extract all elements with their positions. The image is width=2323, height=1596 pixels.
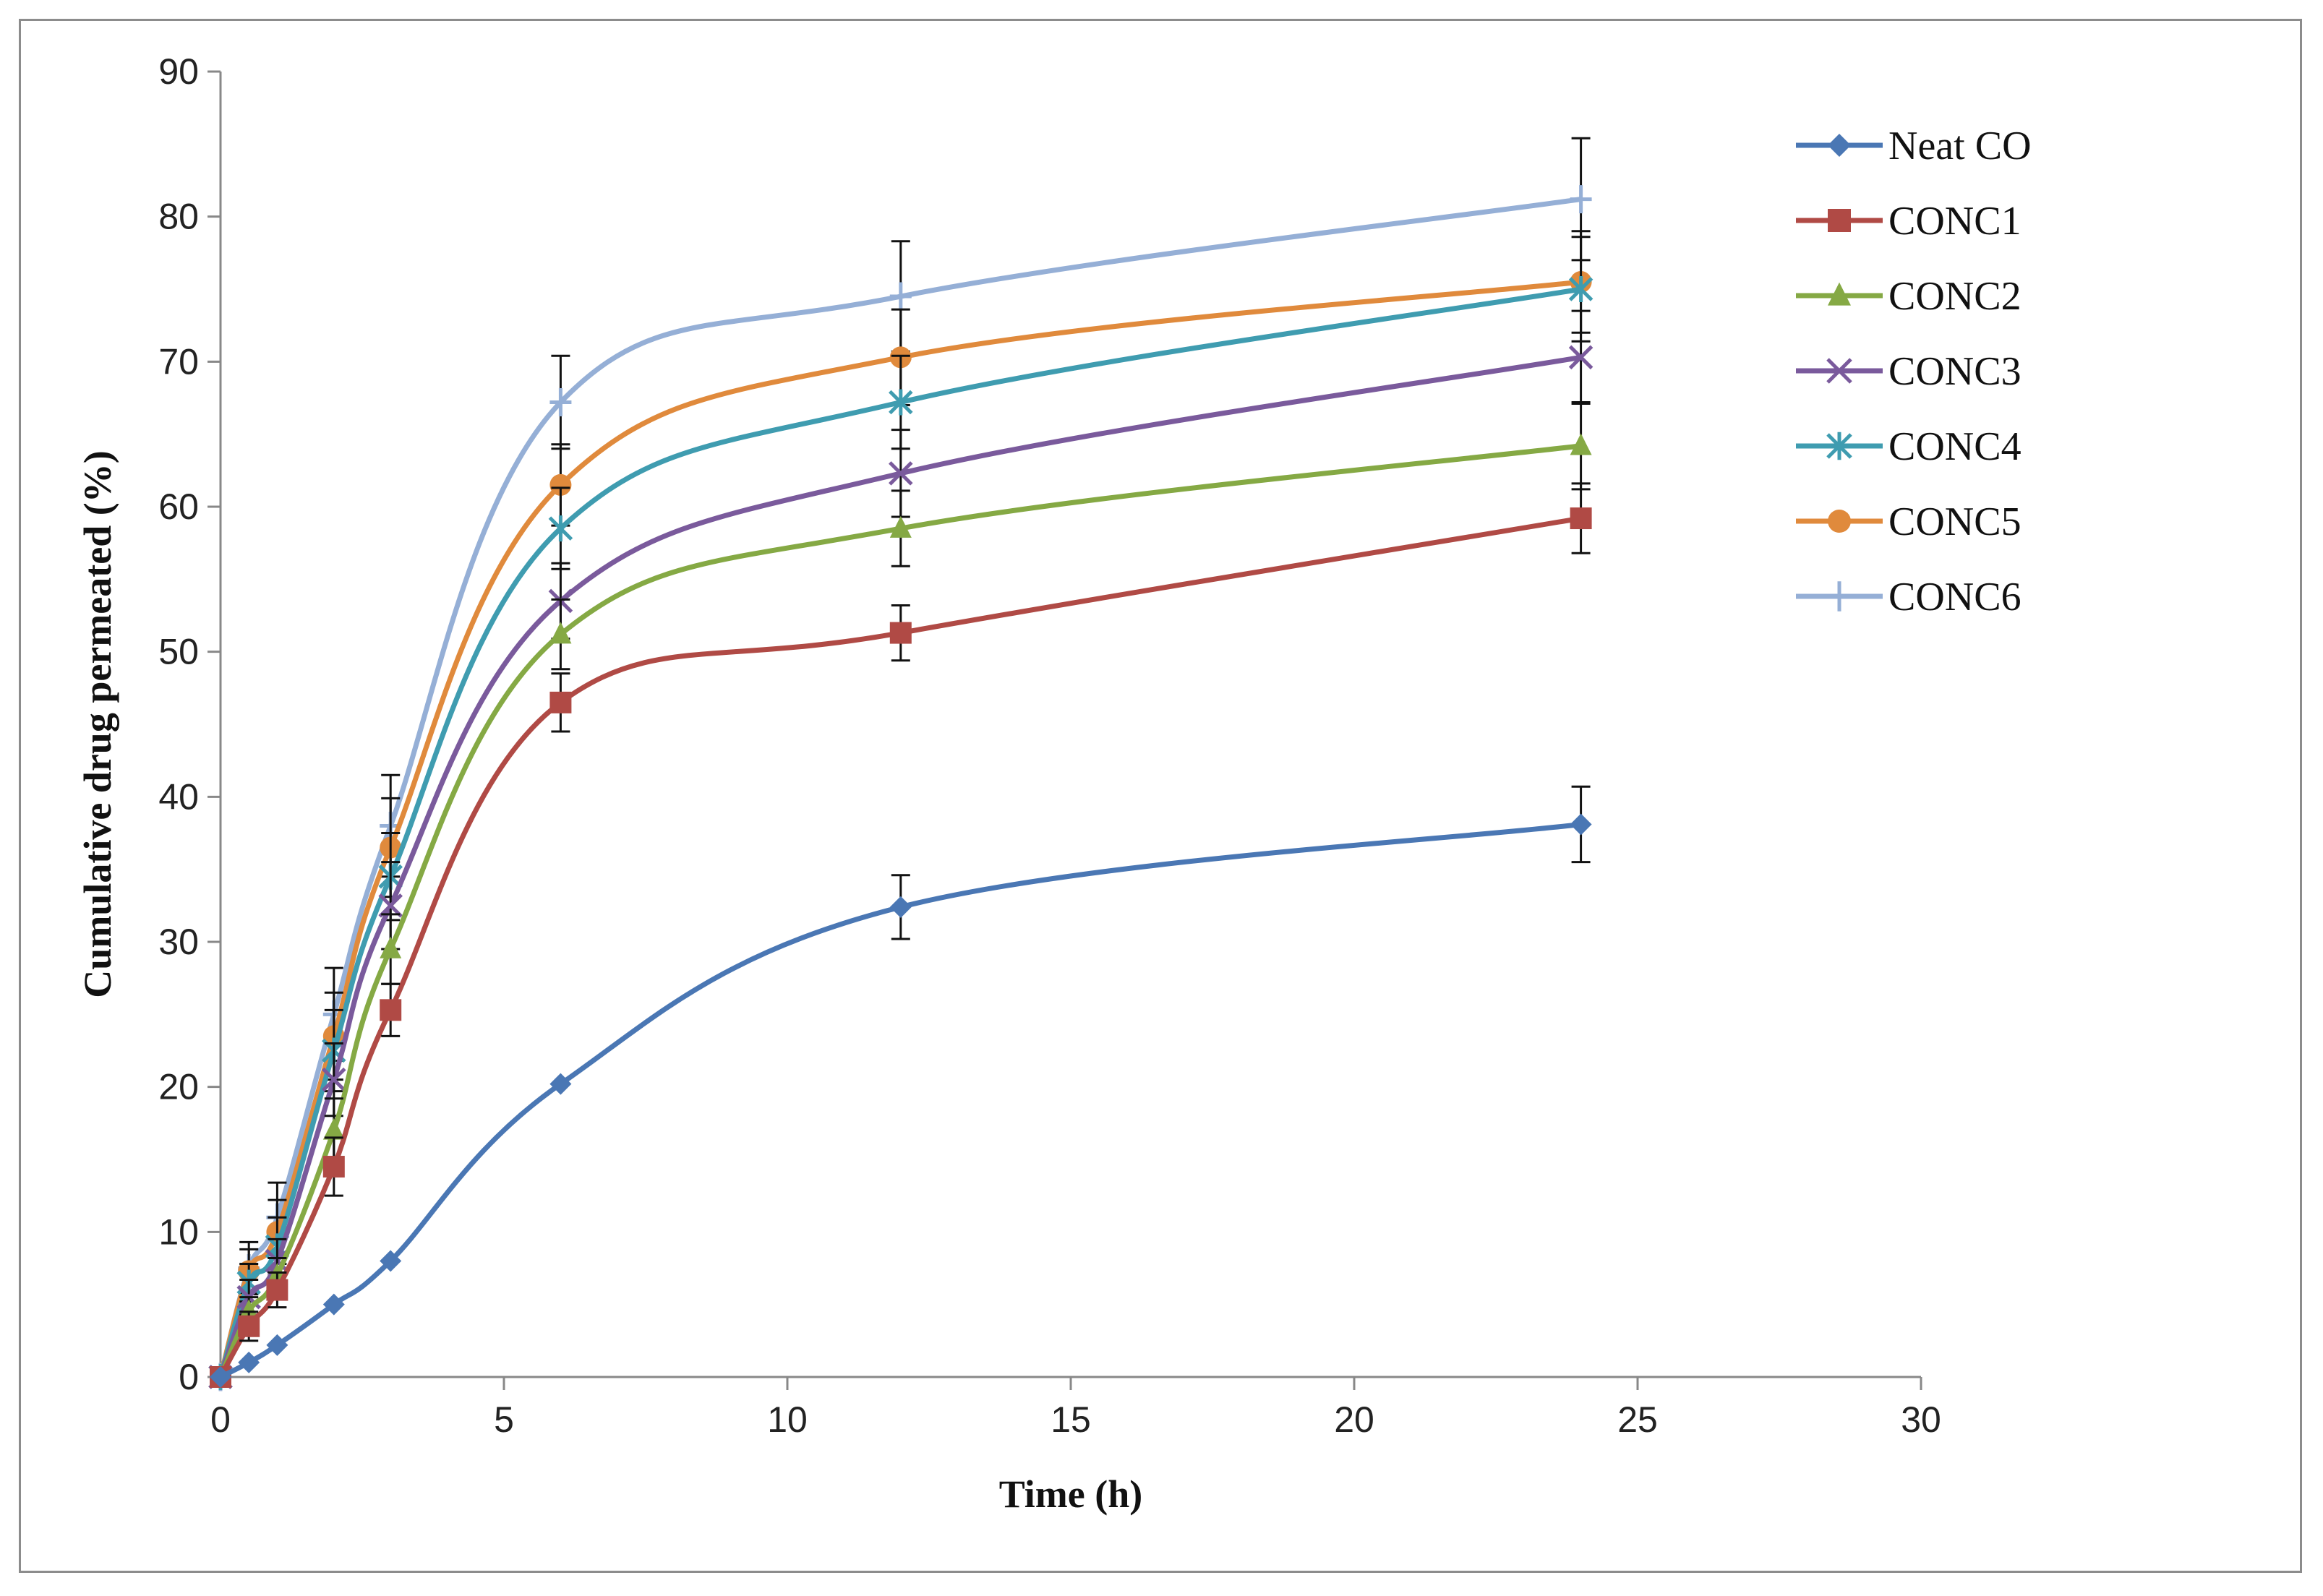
legend-marker	[1828, 209, 1851, 232]
data-point	[1568, 276, 1593, 302]
legend-item-conc5: CONC5	[1796, 499, 2022, 544]
data-point	[548, 515, 573, 542]
data-point	[380, 999, 402, 1021]
legend-item-conc4: CONC4	[1796, 424, 2022, 469]
data-point	[322, 1117, 345, 1140]
legend-item-conc2: CONC2	[1796, 274, 2022, 319]
series-conc3	[208, 309, 1593, 1389]
data-point	[549, 691, 572, 713]
y-tick-label: 90	[158, 51, 199, 92]
data-point	[380, 936, 402, 958]
data-point	[266, 1279, 288, 1301]
data-point	[889, 461, 913, 486]
data-point	[549, 388, 572, 417]
y-tick-label: 80	[158, 197, 199, 237]
x-tick-label: 25	[1617, 1399, 1658, 1440]
x-tick-label: 20	[1334, 1399, 1374, 1440]
legend-marker	[1828, 282, 1851, 306]
data-point	[238, 1351, 260, 1373]
x-tick-label: 0	[210, 1399, 231, 1440]
legend-label: CONC1	[1888, 199, 2022, 244]
legend-label: CONC5	[1888, 499, 2022, 544]
chart-frame: 0 10 20 30 40 50 60 70 80 90 0 5 10 15 20 25 30 Neat CO C…	[19, 19, 2302, 1573]
y-axis-title: Cumulative drug permeated (%)	[76, 450, 119, 998]
series-neat-co	[210, 785, 1592, 1388]
y-tick-label: 60	[158, 486, 199, 527]
data-point	[322, 1156, 345, 1178]
legend-marker	[1828, 581, 1851, 612]
legend-label: CONC2	[1888, 274, 2022, 319]
data-point	[549, 1073, 572, 1095]
y-tick-label: 30	[158, 922, 199, 962]
legend-item-conc3: CONC3	[1796, 349, 2022, 394]
y-tick-label: 20	[158, 1067, 199, 1107]
x-tick-label: 10	[767, 1399, 808, 1440]
series-line-conc4	[218, 286, 1584, 1380]
data-point	[238, 1315, 260, 1337]
data-point	[380, 1250, 402, 1272]
axes: 0 10 20 30 40 50 60 70 80 90 0 5 10 15 20 25 30	[158, 51, 1941, 1440]
data-point	[889, 622, 912, 644]
series-conc4	[208, 236, 1593, 1390]
x-axis-title: Time (h)	[999, 1472, 1143, 1516]
legend: Neat CO CONC1 CONC2 CONC3 CONC4 CONC5 CONC6	[1796, 124, 2032, 619]
legend-label: Neat CO	[1888, 124, 2032, 168]
y-tick-label: 10	[158, 1211, 199, 1252]
legend-marker	[1826, 358, 1852, 384]
legend-marker	[1828, 510, 1851, 533]
data-point	[889, 389, 913, 416]
legend-item-neat-co: Neat CO	[1796, 124, 2032, 168]
series-conc1	[210, 482, 1592, 1388]
data-point	[889, 282, 912, 311]
y-tick-label: 40	[158, 776, 199, 817]
legend-label: CONC4	[1888, 424, 2022, 469]
data-point	[1568, 345, 1593, 370]
data-point	[549, 473, 572, 496]
data-point	[549, 622, 572, 644]
data-point	[266, 1334, 288, 1356]
legend-item-conc6: CONC6	[1796, 575, 2022, 619]
data-point	[210, 1366, 231, 1388]
y-tick-label: 50	[158, 632, 199, 672]
x-tick-label: 5	[494, 1399, 514, 1440]
data-point	[322, 1293, 345, 1316]
data-point	[322, 1067, 346, 1092]
legend-item-conc1: CONC1	[1796, 199, 2022, 244]
legend-label: CONC3	[1888, 349, 2022, 394]
y-tick-label: 0	[179, 1357, 199, 1397]
data-point	[378, 893, 403, 918]
data-point	[889, 515, 912, 538]
y-tick-label: 70	[158, 341, 199, 382]
data-point	[1570, 813, 1592, 836]
data-point	[1570, 185, 1592, 214]
legend-label: CONC6	[1888, 575, 2022, 619]
data-point	[1570, 507, 1592, 530]
data-point	[889, 896, 912, 918]
x-tick-label: 15	[1051, 1399, 1091, 1440]
data-point	[1570, 433, 1592, 455]
line-chart: 0 10 20 30 40 50 60 70 80 90 0 5 10 15 20 25 30 Neat CO C…	[76, 51, 2032, 1516]
legend-marker	[1828, 134, 1851, 157]
legend-marker	[1826, 432, 1852, 460]
x-tick-label: 30	[1901, 1399, 1941, 1440]
plot-area	[208, 137, 1593, 1391]
